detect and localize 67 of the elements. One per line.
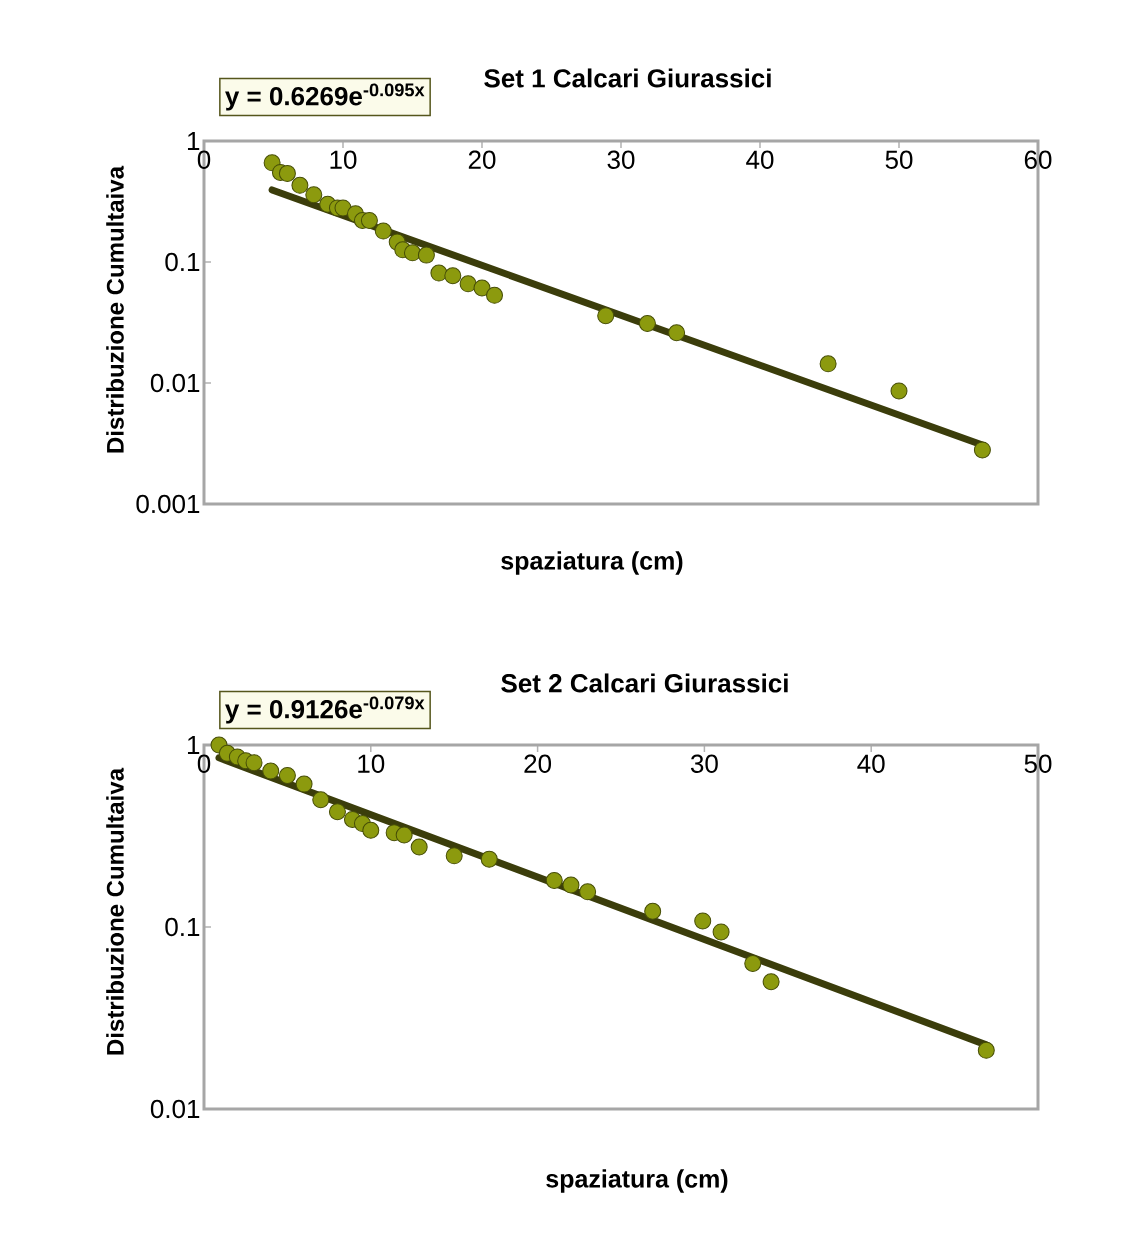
point: [819, 355, 837, 373]
point: [562, 876, 580, 894]
x-tick-label: 50: [1024, 754, 1052, 773]
point: [362, 821, 380, 839]
point: [890, 382, 908, 400]
x-tick-label: 30: [607, 150, 635, 169]
text: y = 0.6269e$^{-0.095x}$: [225, 83, 425, 111]
point: [597, 307, 615, 325]
point: [295, 775, 313, 793]
y-tick-label: 0.01: [150, 373, 200, 393]
point: [473, 279, 491, 297]
y-tick-label: 1: [187, 132, 200, 150]
x-tick-label: 50: [885, 150, 913, 169]
y-tick-label: 0.01: [150, 1099, 200, 1119]
point: [486, 286, 504, 304]
x-tick-label: 0: [197, 150, 211, 169]
point: [638, 315, 656, 333]
point: [404, 244, 421, 262]
y-axis-title: Distribuzione Cumultaiva: [106, 767, 124, 1055]
point: [977, 1041, 995, 1059]
point: [762, 973, 780, 991]
point: [744, 955, 762, 973]
point: [579, 883, 597, 901]
point: [430, 264, 448, 282]
x-tick-label: 40: [746, 150, 774, 169]
x-tick-label: 30: [690, 754, 718, 773]
chart-title: Set 1 Calcari Giurassici: [484, 68, 771, 88]
point: [445, 847, 463, 865]
x-tick-label: 10: [330, 150, 357, 169]
point: [694, 912, 712, 930]
point: [360, 212, 378, 230]
x-tick-label: 20: [524, 754, 552, 773]
point: [545, 872, 563, 890]
point: [480, 850, 498, 868]
x-tick-label: 0: [197, 754, 211, 773]
x-tick-label: 10: [358, 754, 385, 773]
x-tick-label: 20: [468, 150, 496, 169]
x-tick-label: 60: [1024, 150, 1052, 169]
y-tick-label: 0.1: [165, 917, 200, 937]
y-axis-title: Distribuzione Cumultaiva: [106, 165, 124, 453]
text: y = 0.9126e$^{-0.079x}$: [225, 696, 425, 724]
point: [417, 246, 435, 264]
chart-title: Set 2 Calcari Giurassici: [501, 673, 788, 693]
point: [328, 803, 346, 821]
point: [291, 176, 309, 194]
x-axis-title: spaziatura (cm): [546, 1169, 728, 1193]
point: [644, 902, 662, 920]
point: [459, 275, 477, 293]
point: [312, 791, 330, 809]
point: [278, 766, 296, 784]
point: [305, 186, 323, 204]
y-tick-label: 0.001: [136, 494, 200, 514]
point: [973, 441, 991, 459]
point: [334, 199, 352, 217]
point: [444, 267, 462, 285]
point: [712, 923, 730, 941]
y-tick-label: 1: [187, 736, 200, 754]
point: [668, 324, 686, 342]
x-axis-title: spaziatura (cm): [501, 551, 683, 575]
point: [245, 754, 263, 772]
point: [410, 838, 428, 856]
point: [262, 762, 280, 780]
point: [395, 826, 413, 844]
y-tick-label: 0.1: [165, 252, 200, 272]
point: [278, 164, 296, 182]
point: [374, 222, 392, 240]
x-tick-label: 40: [857, 754, 885, 773]
